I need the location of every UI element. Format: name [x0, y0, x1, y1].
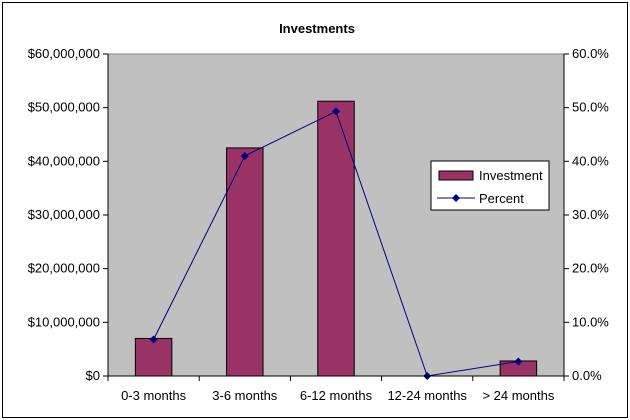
- legend: Investment Percent: [430, 160, 550, 211]
- bars-layer: [134, 100, 538, 377]
- x-tick-label: 12-24 months: [387, 388, 467, 403]
- left-tick-label: $50,000,000: [28, 100, 100, 115]
- right-tick-label: 0.0%: [572, 368, 602, 383]
- line-layer: [149, 107, 523, 380]
- left-tick-label: $0: [86, 368, 100, 383]
- left-tick-label: $40,000,000: [28, 153, 100, 168]
- percent-marker: [332, 107, 340, 116]
- left-tick-label: $60,000,000: [28, 46, 100, 61]
- axes-layer: $0 $10,000,000 $20,000,000 $30,000,000 $40,0…: [28, 46, 610, 403]
- percent-marker: [149, 335, 158, 344]
- x-tick-label: 6-12 months: [300, 388, 373, 403]
- right-tick-label: 40.0%: [572, 153, 609, 168]
- right-tick-label: 60.0%: [572, 46, 609, 61]
- investment-bar: [317, 100, 355, 377]
- x-tick-label: > 24 months: [482, 388, 554, 403]
- investment-bar: [134, 337, 173, 377]
- left-tick-label: $10,000,000: [28, 314, 100, 329]
- chart-svg: Investments $0 $10,000,000 $20,000,000 $30,…: [28, 21, 610, 403]
- x-tick-label: 0-3 months: [121, 388, 187, 403]
- left-tick-label: $30,000,000: [28, 207, 100, 222]
- percent-marker: [514, 357, 523, 366]
- x-tick-label: 3-6 months: [212, 388, 278, 403]
- legend-label-investment: Investment: [479, 168, 543, 183]
- percent-marker: [240, 151, 249, 160]
- legend-marker-percent: [452, 194, 460, 202]
- left-tick-label: $20,000,000: [28, 261, 100, 276]
- right-tick-label: 50.0%: [572, 100, 609, 115]
- right-tick-label: 20.0%: [572, 261, 609, 276]
- legend-swatch-investment: [438, 170, 474, 181]
- investment-bar: [226, 147, 264, 377]
- legend-box: [430, 160, 550, 211]
- right-tick-label: 30.0%: [572, 207, 609, 222]
- right-tick-label: 10.0%: [572, 314, 609, 329]
- chart-title: Investments: [279, 21, 355, 36]
- legend-label-percent: Percent: [479, 191, 524, 206]
